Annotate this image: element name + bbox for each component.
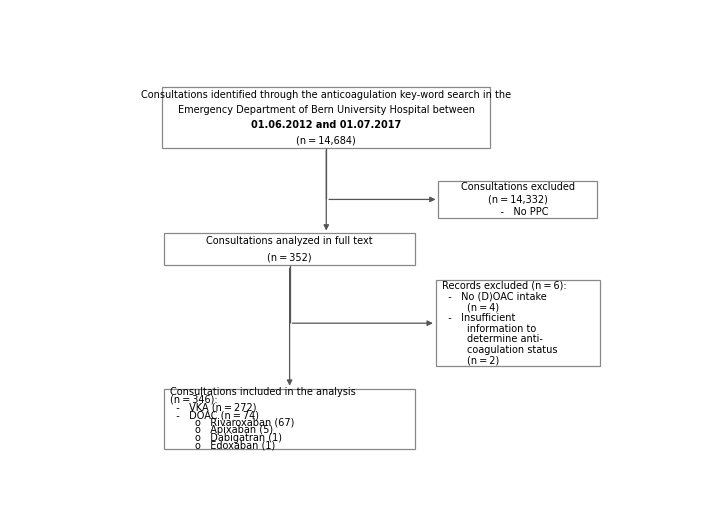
Bar [164,388,415,449]
Text: o   Edoxaban (1): o Edoxaban (1) [170,440,275,450]
Text: Consultations analyzed in full text: Consultations analyzed in full text [206,236,373,246]
Text: (n = 352): (n = 352) [268,252,312,263]
Text: determine anti-: determine anti- [442,334,543,344]
Text: (n = 14,684): (n = 14,684) [297,135,356,145]
Text: o   Rivaroxaban (67): o Rivaroxaban (67) [170,418,294,427]
Text: Emergency Department of Bern University Hospital between: Emergency Department of Bern University … [178,105,474,115]
Text: -   DOAC (n = 74): - DOAC (n = 74) [170,410,259,420]
Text: information to: information to [442,323,537,334]
Bar [164,233,415,265]
Text: 01.06.2012 and 01.07.2017: 01.06.2012 and 01.07.2017 [251,120,402,130]
Bar [436,280,600,366]
Bar [162,87,491,148]
Text: (n = 2): (n = 2) [442,356,500,366]
Text: (n = 14,332): (n = 14,332) [488,194,548,204]
Text: -   VKA (n = 272): - VKA (n = 272) [170,403,257,413]
Text: (n = 346):: (n = 346): [170,395,218,405]
Text: -   Insufficient: - Insufficient [442,313,515,323]
Text: Consultations included in the analysis: Consultations included in the analysis [170,387,356,397]
Bar [438,181,597,218]
Text: -   No PPC: - No PPC [488,207,548,217]
Text: o   Dabigatran (1): o Dabigatran (1) [170,433,282,443]
Text: coagulation status: coagulation status [442,345,558,355]
Text: Consultations excluded: Consultations excluded [461,182,575,192]
Text: (n = 4): (n = 4) [442,302,499,312]
Text: -   No (D)OAC intake: - No (D)OAC intake [442,292,547,301]
Text: Records excluded (n = 6):: Records excluded (n = 6): [442,280,567,291]
Text: o   Apixaban (5): o Apixaban (5) [170,425,273,435]
Text: Consultations identified through the anticoagulation key-word search in the: Consultations identified through the ant… [141,90,511,100]
